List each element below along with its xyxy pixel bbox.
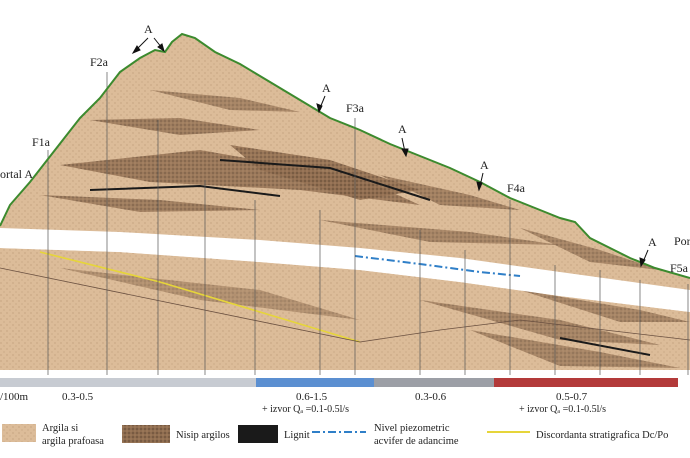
legend-piezo-label-2: acvifer de adancime <box>374 436 459 447</box>
perm-seg-2-note: + izvor Qₐ =0.1-0.5l/s <box>262 404 350 415</box>
perm-seg-4 <box>494 378 678 387</box>
legend-clay-label-1: Argila si <box>42 423 79 434</box>
f5a-label: F5a <box>670 261 688 275</box>
legend-clay-swatch <box>2 424 36 442</box>
legend-sand-label: Nisip argilos <box>176 430 230 441</box>
a-label-4: A <box>480 158 489 172</box>
ground-surface-line <box>0 32 690 279</box>
perm-seg-1 <box>0 378 256 387</box>
a-label-2: A <box>322 81 331 95</box>
borehole-lines <box>47 72 689 375</box>
perm-seg-4-value: 0.5-0.7 <box>556 391 588 403</box>
perm-seg-2 <box>256 378 374 387</box>
perm-seg-3 <box>374 378 494 387</box>
legend-lignite-label: Lignit <box>284 430 310 441</box>
perm-seg-2-value: 0.6-1.5 <box>296 391 328 403</box>
legend-lignite-swatch <box>238 425 278 443</box>
a-arrows <box>131 37 649 268</box>
tunnel-band <box>0 228 690 312</box>
a-label-1: A <box>144 22 153 36</box>
a-label-5: A <box>648 235 657 249</box>
f4a-label: F4a <box>507 181 525 195</box>
f2a-label: F2a <box>90 55 108 69</box>
f3a-label: F3a <box>346 101 364 115</box>
a-label-3: A <box>398 122 407 136</box>
legend-clay-label-2: argila prafoasa <box>42 436 104 447</box>
perm-seg-3-value: 0.3-0.6 <box>415 391 447 403</box>
legend-discordance-label: Discordanta stratigrafica Dc/Po <box>536 430 669 441</box>
legend-sand-swatch <box>122 425 170 443</box>
perm-unit-label: /100m <box>0 391 29 403</box>
portal-right-label: Por <box>674 234 690 248</box>
perm-seg-4-note: + izvor Qₐ =0.1-0.5l/s <box>519 404 607 415</box>
f1a-label: F1a <box>32 135 50 149</box>
piezometric-line <box>354 255 521 277</box>
portal-left-label: ortal A <box>0 167 33 181</box>
lower-boundary <box>0 267 690 343</box>
perm-seg-1-value: 0.3-0.5 <box>62 391 94 403</box>
legend-piezo-label-1: Nivel piezometric <box>374 423 450 434</box>
permeability-bar <box>0 378 678 387</box>
